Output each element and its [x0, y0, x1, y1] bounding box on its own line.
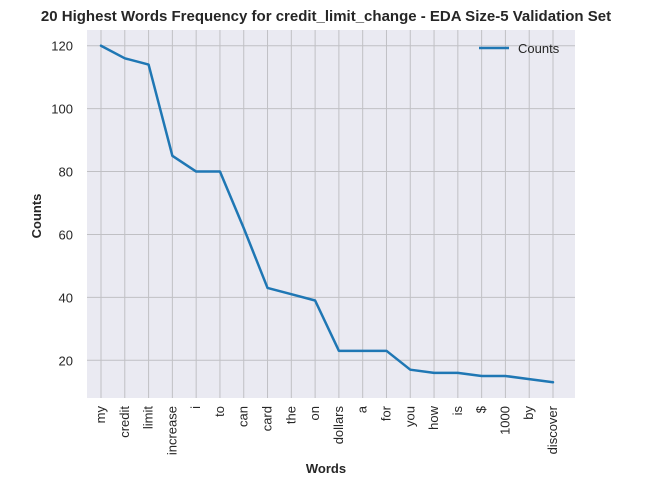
- plot-area: [87, 30, 575, 398]
- x-tick-label: card: [260, 406, 275, 431]
- y-tick-label: 120: [51, 39, 73, 54]
- grid-lines: [87, 30, 575, 398]
- legend-label-counts: Counts: [518, 41, 560, 56]
- x-tick-label: limit: [141, 406, 156, 429]
- y-tick-label: 60: [59, 227, 73, 242]
- x-tick-label: how: [426, 405, 441, 429]
- series-layer: [99, 44, 555, 384]
- x-tick-label: my: [93, 406, 108, 424]
- x-tick-label: i: [188, 406, 203, 409]
- series-line-counts: [99, 44, 555, 384]
- y-tick-label: 80: [59, 165, 73, 180]
- x-tick-label: by: [521, 406, 536, 420]
- x-tick-label: for: [378, 405, 393, 421]
- x-tick-labels: my credit limit increase i to can card the on doll…: [93, 405, 560, 455]
- legend: Counts: [479, 41, 560, 56]
- x-tick-label: the: [283, 406, 298, 424]
- y-tick-label: 100: [51, 102, 73, 117]
- x-tick-label: is: [450, 406, 465, 416]
- y-tick-label: 20: [59, 353, 73, 368]
- x-tick-label: to: [212, 406, 227, 417]
- y-tick-label: 40: [59, 290, 73, 305]
- x-tick-label: credit: [117, 406, 132, 438]
- x-tick-label: you: [402, 406, 417, 427]
- y-tick-labels: 20 40 60 80 100 120: [51, 39, 73, 369]
- x-tick-label: $: [474, 405, 489, 413]
- x-tick-label: dollars: [331, 406, 346, 445]
- chart-title: 20 Highest Words Frequency for credit_li…: [41, 8, 611, 25]
- x-tick-label: increase: [164, 406, 179, 455]
- x-axis-title: Words: [306, 461, 346, 476]
- y-axis-title: Counts: [29, 194, 44, 239]
- x-tick-label: discover: [545, 405, 560, 454]
- x-tick-label: can: [236, 406, 251, 427]
- x-tick-label: a: [355, 405, 370, 413]
- x-tick-label: 1000: [497, 406, 512, 435]
- x-tick-label: on: [307, 406, 322, 420]
